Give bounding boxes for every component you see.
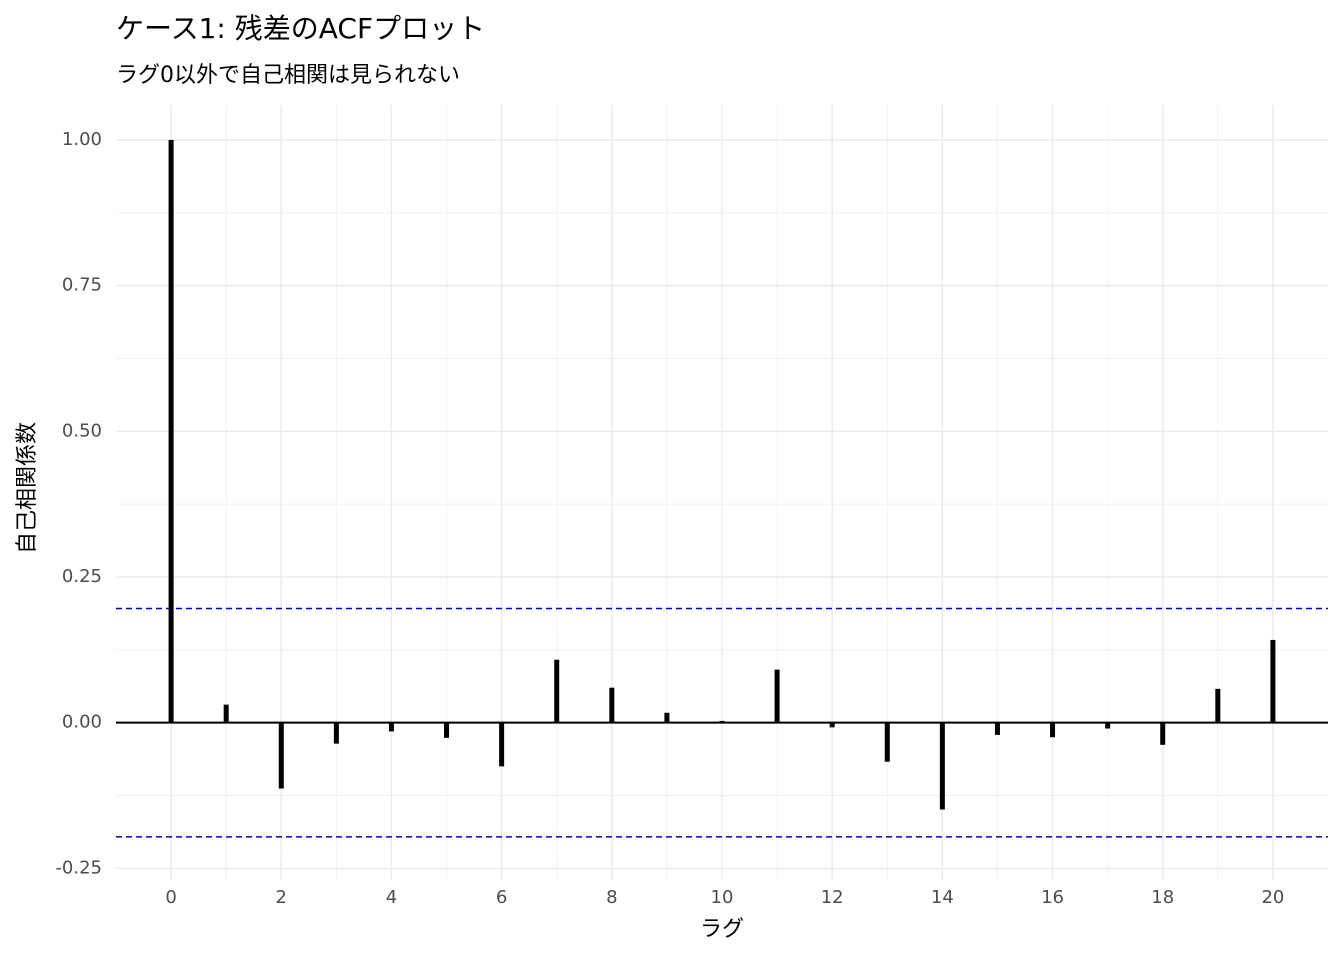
x-axis-label: ラグ [700, 917, 744, 942]
acf-bar [609, 687, 615, 723]
acf-bar [444, 722, 450, 738]
acf-bar [884, 722, 890, 762]
y-tick-label: 0.00 [62, 712, 102, 733]
acf-bar [939, 722, 945, 810]
x-tick-label: 12 [821, 887, 844, 908]
x-tick-label: 6 [496, 887, 507, 908]
acf-bar [719, 720, 725, 723]
acf-bar [1160, 722, 1166, 745]
acf-bar [829, 722, 835, 728]
x-tick-label: 0 [165, 887, 176, 908]
acf-bar [168, 139, 174, 723]
chart-title: ケース1: 残差のACFプロット [116, 12, 485, 45]
acf-bar [1270, 639, 1276, 723]
acf-bar [388, 722, 394, 732]
x-tick-label: 8 [606, 887, 617, 908]
acf-bar [994, 722, 1000, 735]
x-tick-label: 10 [711, 887, 734, 908]
y-axis-label: 自己相関係数 [15, 422, 40, 554]
acf-bar [664, 712, 670, 723]
acf-bar [1215, 688, 1221, 723]
acf-bar [554, 659, 560, 723]
x-tick-label: 2 [276, 887, 287, 908]
acf-bar [1050, 722, 1056, 738]
y-tick-label: 1.00 [62, 129, 102, 150]
x-tick-label: 18 [1151, 887, 1174, 908]
y-tick-label: 0.25 [62, 566, 102, 587]
x-tick-label: 14 [931, 887, 954, 908]
x-tick-label: 4 [386, 887, 397, 908]
y-tick-label: 0.50 [62, 420, 102, 441]
acf-bar [333, 722, 339, 744]
x-tick-label: 16 [1041, 887, 1064, 908]
y-tick-label: 0.75 [62, 275, 102, 296]
acf-bar [774, 669, 780, 723]
chart-subtitle: ラグ0以外で自己相関は見られない [116, 63, 460, 88]
acf-bar [223, 704, 229, 723]
acf-bar [278, 722, 284, 789]
acf-bar [1105, 722, 1111, 729]
y-tick-label: -0.25 [55, 857, 102, 878]
x-tick-label: 20 [1261, 887, 1284, 908]
acf-bar [499, 722, 505, 767]
